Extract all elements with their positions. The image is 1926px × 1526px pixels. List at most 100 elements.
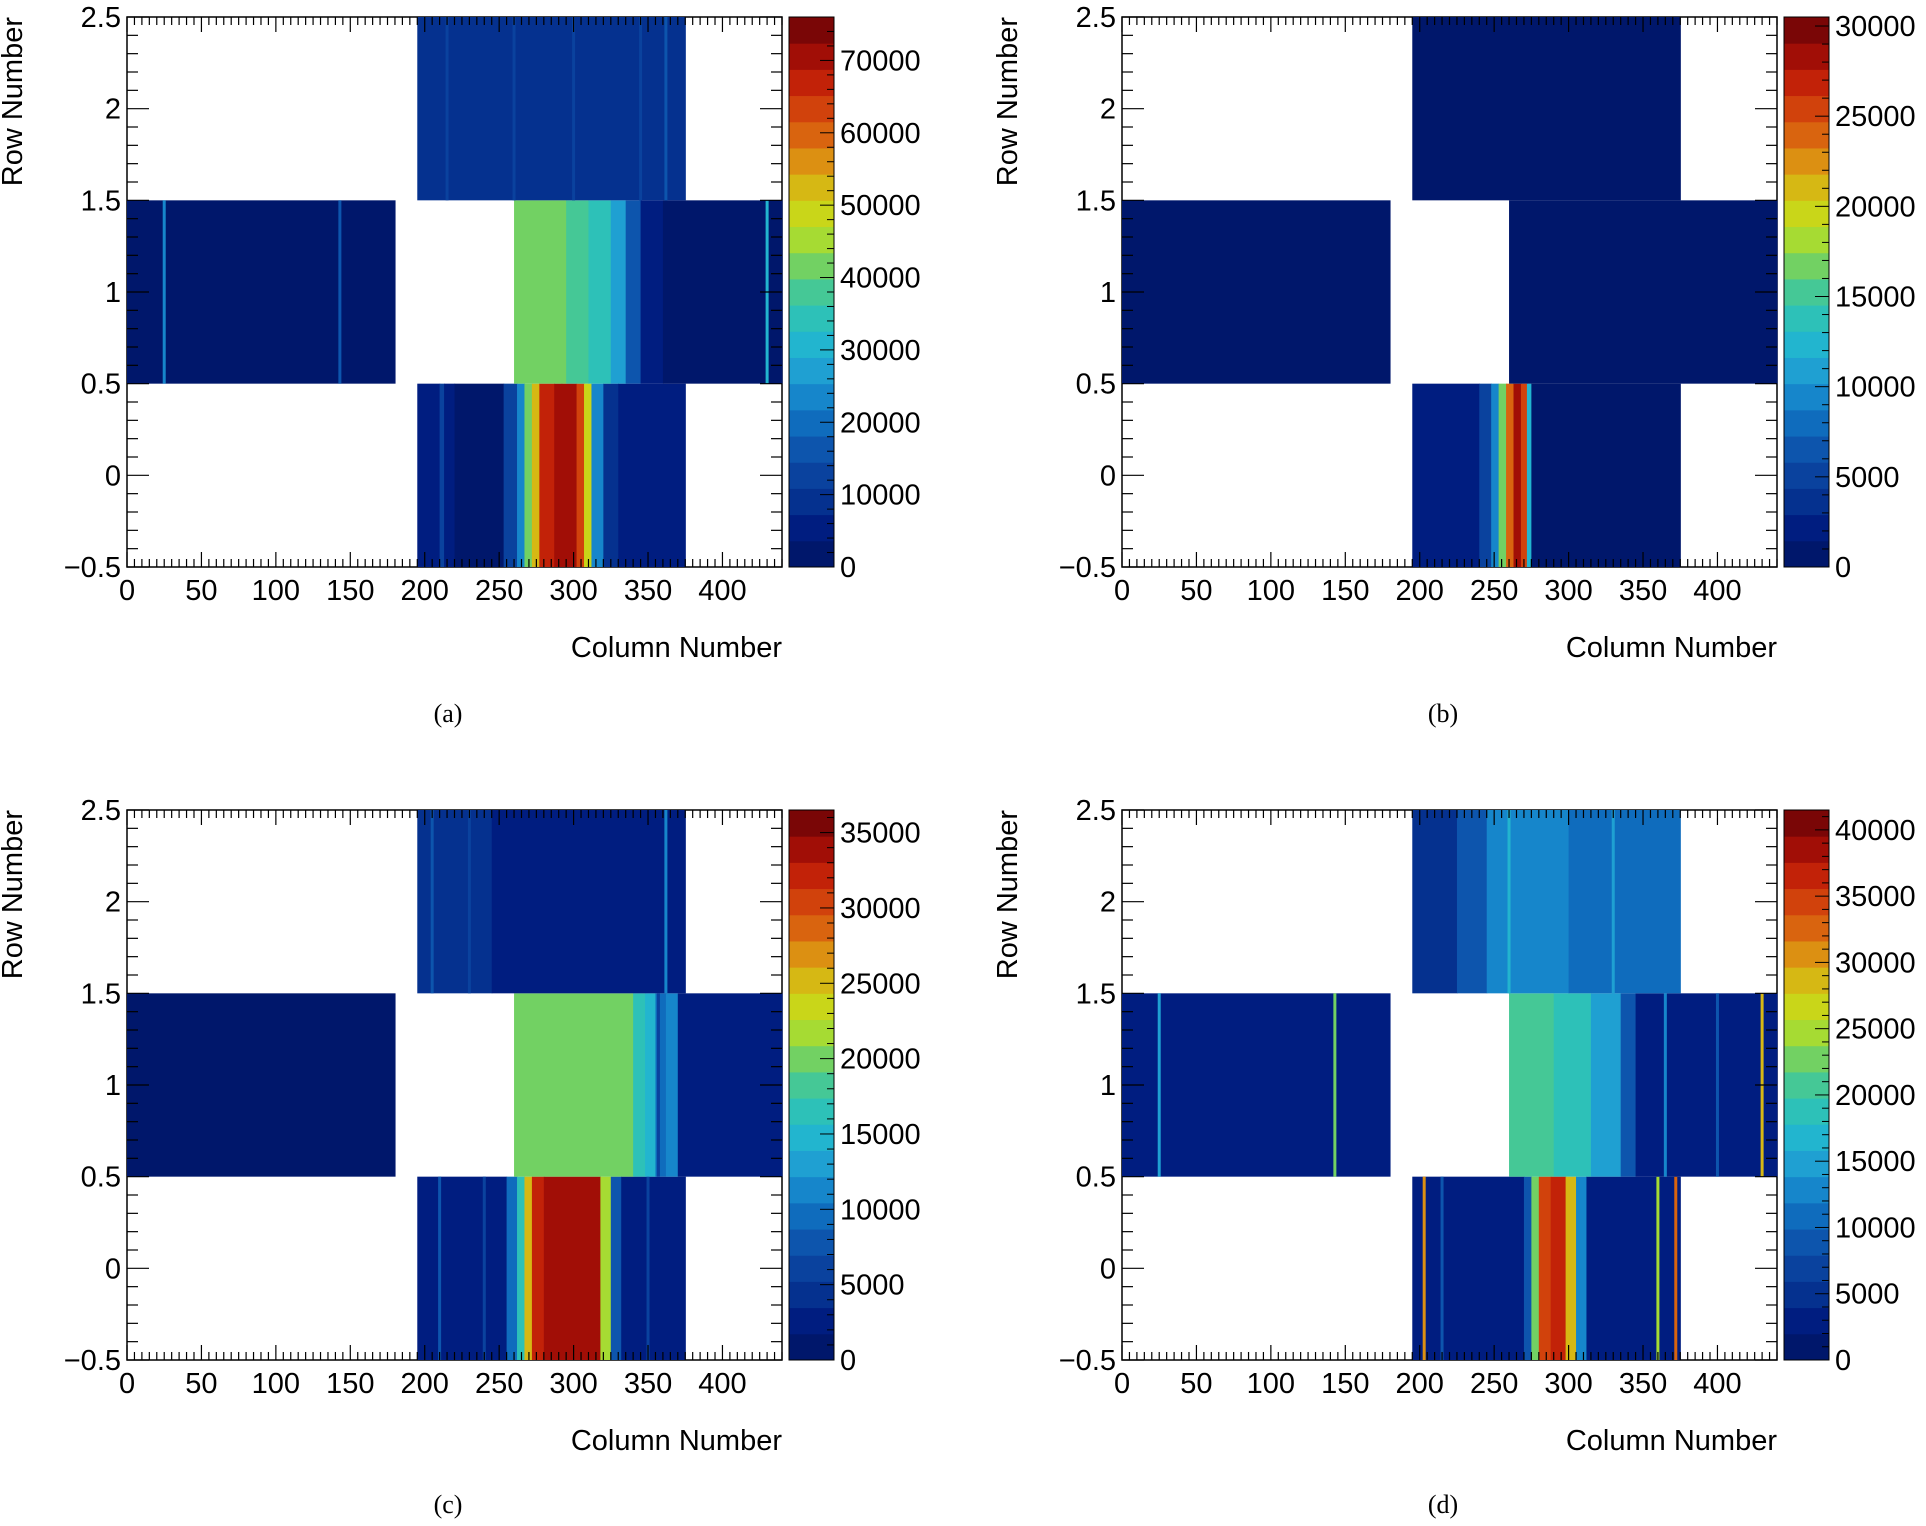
x-tick-label: 100 (252, 1368, 300, 1400)
y-tick-label: 0.5 (81, 369, 121, 401)
colorbar-swatch (789, 305, 834, 332)
panel-caption: (a) (434, 699, 463, 728)
colorbar-swatch (789, 1150, 834, 1178)
colorbar-tick-label: 30000 (840, 335, 921, 367)
colorbar-tick-label: 10000 (840, 1194, 921, 1226)
colorbar-tick-label: 20000 (1835, 1080, 1916, 1112)
colorbar-swatch (1784, 1333, 1829, 1361)
heatmap-cell (1590, 993, 1622, 1177)
y-axis-label: Row Number (0, 810, 29, 980)
x-tick-label: 350 (624, 1368, 672, 1400)
heatmap-cells (127, 810, 783, 1360)
panel-caption: (b) (1428, 699, 1458, 728)
x-tick-label: 0 (119, 1368, 135, 1400)
heatmap-cells (1122, 810, 1778, 1360)
heatmap-cell (517, 383, 526, 567)
colorbar-swatch (1784, 1045, 1829, 1073)
colorbar-swatch (789, 278, 834, 306)
colorbar-swatch (789, 147, 834, 175)
x-tick-label: 150 (1321, 1368, 1369, 1400)
x-tick-label: 200 (1396, 575, 1444, 607)
colorbar-swatch (1784, 462, 1829, 489)
heatmap-cell (1412, 383, 1480, 567)
heatmap-cell (439, 383, 445, 567)
y-tick-label: 1 (1100, 1070, 1116, 1102)
x-tick-label: 50 (185, 575, 217, 607)
colorbar-swatch (789, 836, 834, 863)
heatmap-cell (603, 383, 619, 567)
colorbar-swatch (1784, 226, 1829, 254)
heatmap-cell (640, 200, 664, 384)
heatmap-cell (1491, 383, 1500, 567)
heatmap-cell (514, 993, 634, 1177)
heatmap-cell (1611, 810, 1615, 994)
colorbar: 0 5000 10000 15000 20000 25000 30000 (1783, 11, 1916, 584)
colorbar-swatch (1784, 1202, 1829, 1230)
colorbar-tick-label: 0 (840, 552, 856, 584)
colorbar-tick-label: 35000 (840, 818, 921, 850)
colorbar-swatch (1784, 1019, 1829, 1047)
heatmap-cell (517, 1176, 526, 1360)
heatmap-cell (610, 200, 627, 384)
y-tick-label: −0.5 (1059, 1345, 1116, 1377)
heatmap-cell (445, 17, 449, 201)
x-tick-label: 200 (401, 1368, 449, 1400)
x-tick-label: 400 (698, 575, 746, 607)
x-tick-label: 400 (698, 1368, 746, 1400)
colorbar-swatch (1784, 174, 1829, 201)
heatmap-cell (1122, 200, 1391, 384)
colorbar-swatch (789, 862, 834, 890)
heatmap-cell (656, 993, 660, 1177)
y-tick-label: 2 (1100, 94, 1116, 126)
axis-ticks: 0 50 100 150 200 250 300 350 400−0.500.511.522.5 (1059, 2, 1778, 607)
x-tick-label: 250 (475, 1368, 523, 1400)
y-axis-label: Row Number (0, 17, 29, 187)
colorbar-tick-label: 30000 (1835, 11, 1916, 43)
y-tick-label: 1.5 (81, 978, 121, 1010)
y-tick-label: 0 (105, 1253, 121, 1285)
colorbar-swatch (1784, 1281, 1829, 1309)
heatmap-cell (561, 383, 578, 567)
heatmap-cell (645, 993, 657, 1177)
heatmap-cell (646, 1176, 650, 1360)
colorbar-swatch (1784, 914, 1829, 942)
y-tick-label: 2 (1100, 887, 1116, 919)
colorbar-swatch (1784, 862, 1829, 890)
heatmap-cell (1620, 993, 1637, 1177)
x-tick-label: 50 (1180, 1368, 1212, 1400)
heatmap-cell (430, 810, 434, 994)
colorbar-swatch (789, 914, 834, 942)
colorbar-swatch (789, 174, 834, 201)
heatmap-cell (1553, 993, 1592, 1177)
colorbar-tick-label: 60000 (840, 118, 921, 150)
heatmap-cells (1122, 17, 1778, 567)
heatmap-cell (1531, 1176, 1540, 1360)
colorbar-swatch (789, 43, 834, 70)
heatmap-cell (531, 1176, 545, 1360)
colorbar-swatch (1784, 69, 1829, 97)
y-tick-label: 0 (105, 460, 121, 492)
heatmap-cell (338, 200, 342, 384)
colorbar-tick-label: 15000 (840, 1119, 921, 1151)
heatmap-cell (1498, 383, 1507, 567)
colorbar-swatch (1784, 43, 1829, 70)
x-tick-label: 0 (1114, 1368, 1130, 1400)
heatmap-cell (1674, 1176, 1678, 1360)
heatmap-cell (655, 993, 667, 1177)
colorbar-swatch (789, 488, 834, 516)
colorbar-tick-label: 25000 (840, 968, 921, 1000)
colorbar-frame (1783, 16, 1830, 568)
panel-b: 0 50 100 150 200 250 300 350 400−0.500.511.522.5… (992, 2, 1916, 728)
colorbar-swatch (789, 95, 834, 123)
colorbar-tick-label: 25000 (1835, 101, 1916, 133)
panel-caption: (c) (434, 1490, 463, 1519)
heatmap-cell (591, 383, 604, 567)
y-tick-label: 2.5 (81, 795, 121, 827)
colorbar-swatch (789, 1307, 834, 1335)
heatmap-cell (665, 993, 679, 1177)
heatmap-cell (524, 1176, 533, 1360)
heatmap-cell (444, 383, 456, 567)
colorbar-swatch (1784, 305, 1829, 332)
y-tick-label: 0.5 (1076, 369, 1116, 401)
heatmap-cell (639, 17, 643, 201)
